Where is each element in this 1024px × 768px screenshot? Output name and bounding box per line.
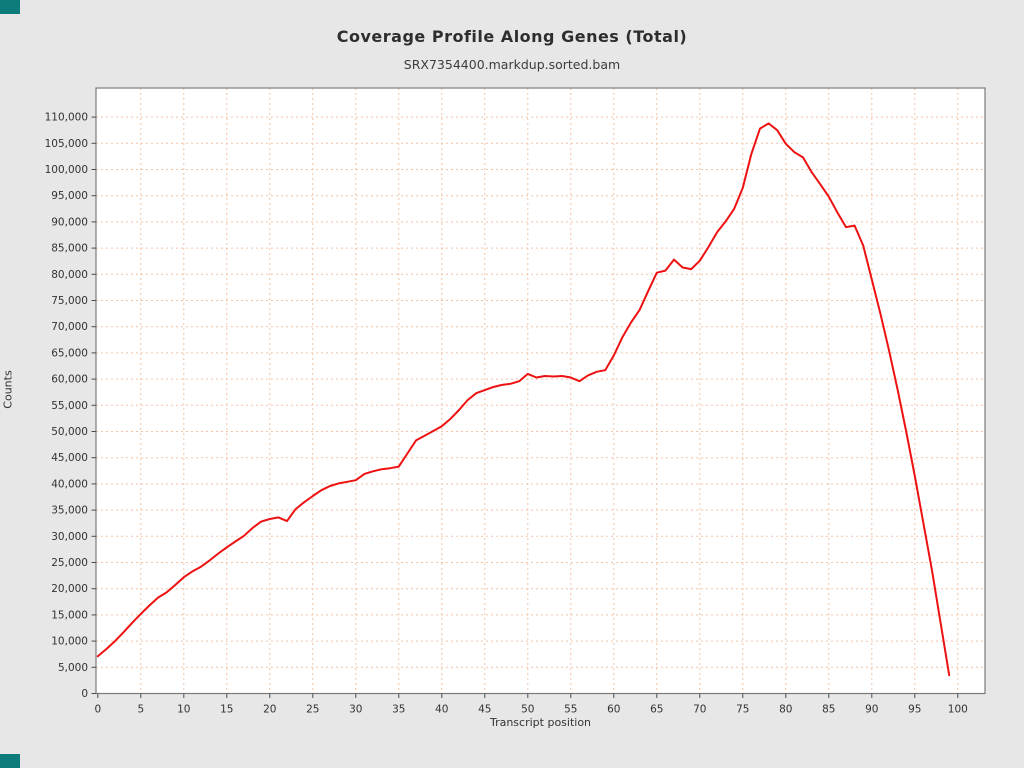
chart-subtitle: SRX7354400.markdup.sorted.bam [403,57,621,72]
x-tick-label: 35 [392,704,405,716]
coverage-line [96,122,951,677]
y-tick-label: 85,000 [51,243,88,255]
y-tick-label: 20,000 [51,583,88,595]
x-tick-label: 20 [263,704,276,716]
plot-border [95,87,986,695]
x-tick-label: 85 [822,704,835,716]
y-tick-label: 5,000 [58,662,88,674]
y-tick-label: 35,000 [51,505,88,517]
x-tick-label: 30 [349,704,362,716]
x-tick-label: 10 [177,704,190,716]
x-tick-label: 60 [607,704,620,716]
y-tick-label: 70,000 [51,321,88,333]
y-tick-label: 30,000 [51,531,88,543]
x-tick-label: 100 [948,704,968,716]
y-tick-label: 50,000 [51,426,88,438]
window-corner-accent-bottom [0,754,20,768]
y-tick-label: 15,000 [51,609,88,621]
y-tick-label: 45,000 [51,452,88,464]
x-tick-label: 70 [693,704,706,716]
x-tick-label: 45 [478,704,491,716]
x-tick-label: 90 [865,704,878,716]
y-tick-label: 75,000 [51,295,88,307]
y-tick-label: 100,000 [45,164,88,176]
x-tick-label: 75 [736,704,749,716]
x-axis-title: Transcript position [489,716,592,729]
y-axis-title: Counts [1,370,15,409]
x-tick-label: 5 [137,704,144,716]
x-tick-label: 25 [306,704,319,716]
y-tick-label: 110,000 [45,112,88,124]
x-tick-label: 95 [908,704,921,716]
y-tick-label: 105,000 [45,138,88,150]
window-corner-accent-top [0,0,20,14]
y-tick-label: 40,000 [51,478,88,490]
x-tick-label: 65 [650,704,663,716]
y-tick-label: 65,000 [51,347,88,359]
x-tick-label: 0 [94,704,101,716]
plot-area [96,88,985,694]
y-tick-label: 0 [81,688,88,700]
x-tick-label: 15 [220,704,233,716]
y-tick-label: 80,000 [51,269,88,281]
x-tick-label: 55 [564,704,577,716]
y-tick-label: 55,000 [51,400,88,412]
x-tick-label: 50 [521,704,534,716]
y-tick-label: 10,000 [51,636,88,648]
x-tick-label: 40 [435,704,448,716]
x-tick-label: 80 [779,704,792,716]
y-tick-label: 90,000 [51,216,88,228]
y-tick-label: 60,000 [51,374,88,386]
y-tick-label: 95,000 [51,190,88,202]
chart-title: Coverage Profile Along Genes (Total) [336,27,688,46]
y-tick-label: 25,000 [51,557,88,569]
